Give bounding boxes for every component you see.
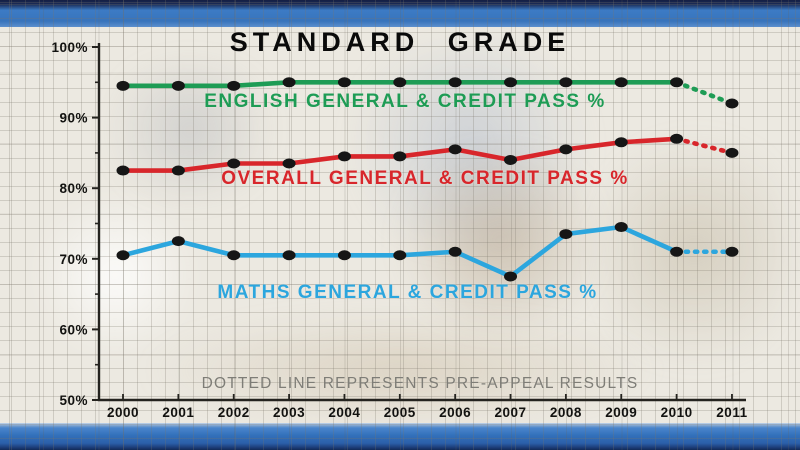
series-label-maths: MATHS GENERAL & CREDIT PASS %	[217, 282, 598, 303]
x-tick-label: 2007	[494, 405, 526, 420]
data-point-overall-2001	[171, 165, 185, 176]
x-tick-label: 2002	[218, 405, 250, 420]
data-point-english-2008	[559, 77, 573, 88]
page-title: STANDARD GRADE	[229, 27, 571, 57]
data-point-overall-2008	[559, 144, 573, 155]
pre-appeal-note: DOTTED LINE REPRESENTS PRE-APPEAL RESULT…	[201, 375, 639, 392]
y-tick-label: 90%	[59, 111, 88, 126]
y-tick-label: 70%	[59, 252, 88, 267]
data-point-english-2001	[171, 80, 185, 91]
series-label-english: ENGLISH GENERAL & CREDIT PASS %	[204, 91, 606, 112]
data-point-maths-2006	[448, 246, 462, 257]
y-tick-label: 60%	[59, 322, 88, 337]
data-point-overall-2004	[337, 151, 351, 162]
data-point-maths-2011	[725, 246, 739, 257]
data-point-maths-2008	[559, 229, 573, 240]
x-tick-label: 2006	[439, 405, 471, 420]
data-point-english-2000	[116, 80, 130, 91]
data-point-maths-2007	[504, 271, 518, 282]
data-point-overall-2005	[393, 151, 407, 162]
x-tick-label: 2003	[273, 405, 305, 420]
data-point-overall-2003	[282, 158, 296, 169]
x-tick-label: 2005	[384, 405, 416, 420]
data-point-english-2005	[393, 77, 407, 88]
data-point-maths-2002	[227, 250, 241, 261]
data-point-maths-2010	[670, 246, 684, 257]
data-point-english-2006	[448, 77, 462, 88]
x-tick-label: 2008	[550, 405, 582, 420]
data-point-maths-2003	[282, 250, 296, 261]
x-tick-label: 2000	[107, 405, 139, 420]
x-tick-label: 2010	[661, 405, 693, 420]
y-tick-label: 100%	[51, 40, 88, 55]
series-label-overall: OVERALL GENERAL & CREDIT PASS %	[221, 168, 629, 189]
x-tick-label: 2011	[716, 405, 747, 420]
x-tick-label: 2001	[162, 405, 194, 420]
data-point-english-2004	[337, 77, 351, 88]
y-tick-label: 50%	[59, 393, 88, 408]
y-tick-label: 80%	[59, 181, 88, 196]
data-point-english-2002	[227, 80, 241, 91]
data-point-overall-2000	[116, 165, 130, 176]
x-tick-label: 2009	[605, 405, 637, 420]
data-point-maths-2004	[337, 250, 351, 261]
data-point-overall-2011	[725, 147, 739, 158]
series-line-english-dotted-pre-appeal	[674, 80, 735, 106]
data-point-overall-2006	[448, 144, 462, 155]
data-point-english-2011	[725, 98, 739, 109]
data-point-overall-2010	[670, 133, 684, 144]
data-point-overall-2009	[614, 137, 628, 148]
data-point-maths-2009	[614, 222, 628, 233]
data-point-english-2003	[282, 77, 296, 88]
data-point-english-2007	[504, 77, 518, 88]
top-bar	[0, 0, 800, 27]
data-point-maths-2000	[116, 250, 130, 261]
data-point-overall-2002	[227, 158, 241, 169]
data-point-english-2010	[670, 77, 684, 88]
data-point-maths-2001	[171, 236, 185, 247]
data-point-overall-2007	[504, 154, 518, 165]
series-line-overall-dotted-pre-appeal	[674, 136, 735, 156]
data-point-maths-2005	[393, 250, 407, 261]
x-tick-label: 2004	[328, 405, 360, 420]
data-point-english-2009	[614, 77, 628, 88]
bottom-bar	[0, 423, 800, 450]
